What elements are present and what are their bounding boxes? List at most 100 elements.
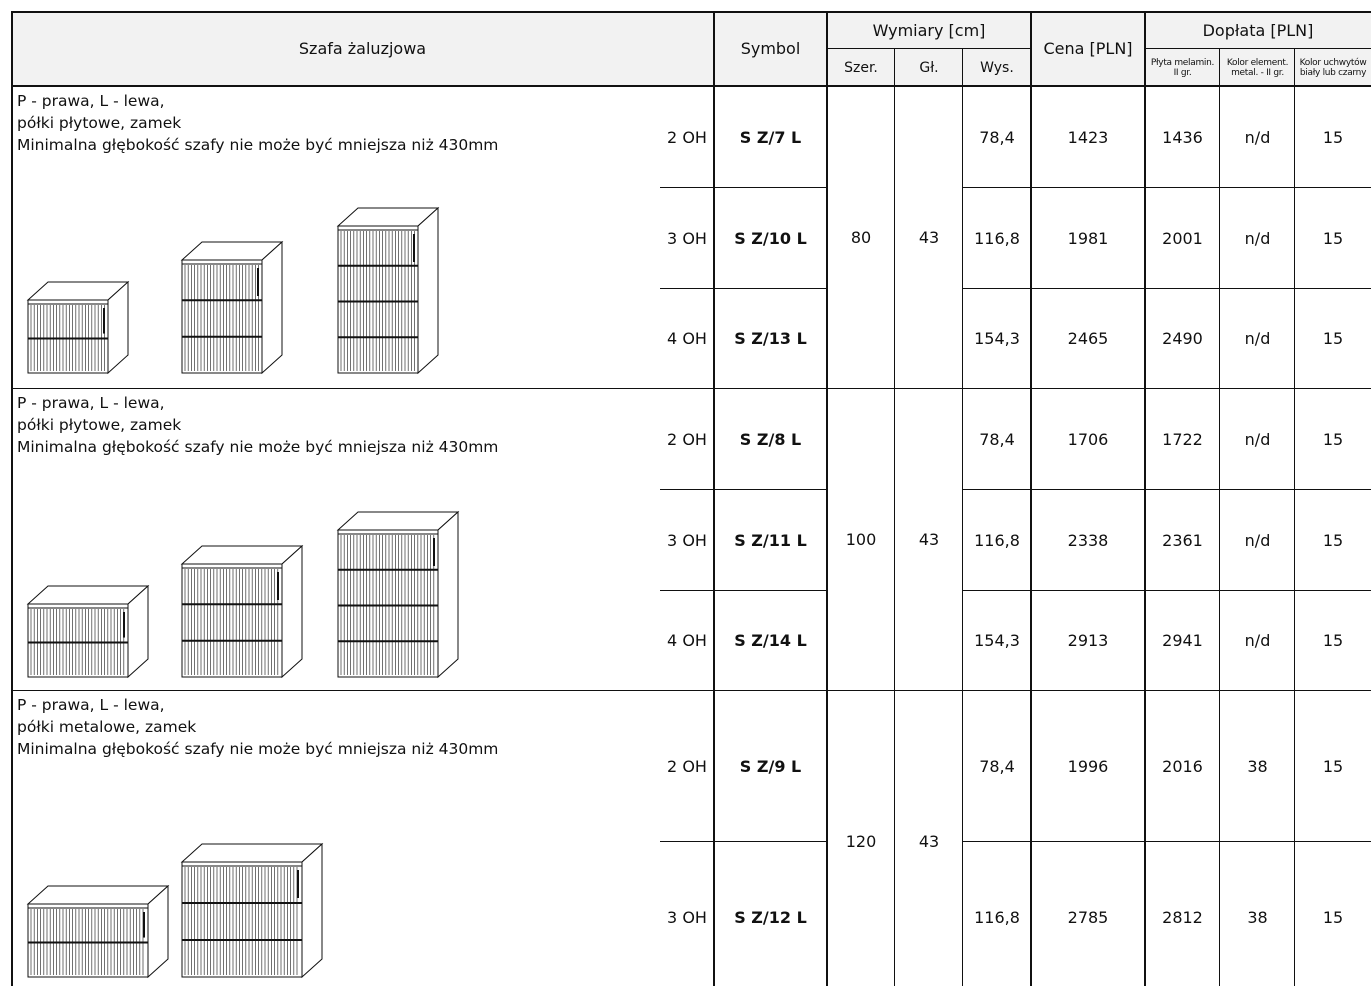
column-header-szer: Szer. [844, 59, 878, 76]
symbol-cell: S Z/11 L [734, 530, 807, 550]
kolor-uchwytow-cell: 15 [1322, 530, 1344, 550]
grid-line [660, 187, 827, 188]
wys-cell: 78,4 [979, 756, 1015, 776]
column-header-kolor-element: Kolor element. metal. - II gr. [1220, 49, 1295, 86]
kolor-uchwytow-cell: 15 [1322, 630, 1344, 650]
wys-cell: 116,8 [974, 530, 1020, 550]
oh-cell: 2 OH [667, 429, 707, 449]
grid-line [963, 288, 1371, 289]
gl-cell: 43 [918, 530, 940, 549]
kolor-element-cell: n/d [1244, 429, 1271, 449]
grid-line [660, 489, 827, 490]
group-2-description: P - prawa, L - lewa, półki płytowe, zame… [17, 394, 499, 456]
plyta-line2: II gr. [1173, 67, 1192, 78]
cena-cell: 1981 [1067, 228, 1109, 248]
kolor-uchwytow-cell: 15 [1322, 429, 1344, 449]
kolor-uchwytow-line2: biały lub czarny [1299, 67, 1367, 78]
grid-line [963, 590, 1371, 591]
cabinet-icon [26, 584, 150, 679]
cabinet-icon [180, 544, 304, 679]
cena-cell: 2913 [1067, 630, 1109, 650]
column-header-cena: Cena [PLN] [1043, 39, 1133, 58]
plyta-cell: 2941 [1162, 630, 1203, 650]
group-3-description: P - prawa, L - lewa, półki metalowe, zam… [17, 696, 499, 758]
cena-cell: 2338 [1067, 530, 1109, 550]
grid-line [11, 690, 1371, 691]
cena-cell: 1996 [1067, 756, 1109, 776]
grid-line [894, 48, 895, 986]
symbol-cell: S Z/12 L [734, 907, 807, 927]
grid-line [1294, 48, 1295, 986]
kolor-element-cell: n/d [1244, 530, 1271, 550]
column-header-doplata: Dopłata [PLN] [1202, 20, 1314, 40]
gl-cell: 43 [918, 228, 940, 247]
cabinet-icon [180, 842, 324, 979]
gl-cell: 43 [918, 832, 940, 851]
column-header-wys: Wys. [980, 59, 1014, 76]
wys-cell: 78,4 [979, 127, 1015, 147]
wys-cell: 78,4 [979, 429, 1015, 449]
grid-line [827, 48, 1031, 49]
cabinet-icon [26, 280, 130, 375]
grid-line [11, 388, 1371, 389]
cabinet-icon [180, 240, 284, 375]
kolor-element-line2: metal. - II gr. [1231, 67, 1284, 78]
oh-cell: 4 OH [667, 328, 707, 348]
kolor-uchwytow-cell: 15 [1322, 228, 1344, 248]
kolor-uchwytow-cell: 15 [1322, 127, 1344, 147]
kolor-uchwytow-cell: 15 [1322, 907, 1344, 927]
column-header-gl: Gł. [919, 59, 939, 76]
symbol-cell: S Z/8 L [739, 429, 802, 449]
cabinet-icon [336, 206, 440, 375]
grid-line [962, 48, 963, 986]
column-header-title: Szafa żaluzjowa [298, 39, 427, 58]
oh-cell: 3 OH [667, 907, 707, 927]
grid-line [11, 11, 13, 986]
plyta-cell: 2812 [1162, 907, 1203, 927]
kolor-element-cell: 38 [1247, 756, 1268, 776]
oh-cell: 3 OH [667, 530, 707, 550]
kolor-uchwytow-cell: 15 [1322, 328, 1344, 348]
cena-cell: 2785 [1067, 907, 1109, 927]
szer-cell: 120 [845, 832, 877, 851]
oh-cell: 2 OH [667, 127, 707, 147]
kolor-element-cell: n/d [1244, 127, 1271, 147]
wys-cell: 116,8 [974, 907, 1020, 927]
cabinet-icon [26, 884, 170, 979]
symbol-cell: S Z/13 L [734, 328, 807, 348]
cena-cell: 2465 [1067, 328, 1109, 348]
symbol-cell: S Z/14 L [734, 630, 807, 650]
oh-cell: 2 OH [667, 756, 707, 776]
plyta-cell: 2001 [1162, 228, 1203, 248]
column-header-kolor-uchwytow: Kolor uchwytów biały lub czarny [1295, 49, 1371, 86]
grid-line [1145, 48, 1371, 49]
szer-cell: 80 [850, 228, 872, 247]
plyta-cell: 1722 [1162, 429, 1203, 449]
wys-cell: 116,8 [974, 228, 1020, 248]
grid-line [713, 11, 715, 986]
plyta-cell: 1436 [1162, 127, 1203, 147]
cena-cell: 1423 [1067, 127, 1109, 147]
grid-line [660, 288, 827, 289]
oh-cell: 4 OH [667, 630, 707, 650]
grid-line [660, 590, 827, 591]
wys-cell: 154,3 [974, 630, 1020, 650]
kolor-uchwytow-cell: 15 [1322, 756, 1344, 776]
column-header-symbol: Symbol [740, 39, 801, 58]
plyta-cell: 2361 [1162, 530, 1203, 550]
grid-line [963, 489, 1371, 490]
grid-line [963, 187, 1371, 188]
symbol-cell: S Z/9 L [739, 756, 802, 776]
kolor-element-cell: n/d [1244, 228, 1271, 248]
kolor-element-cell: 38 [1247, 907, 1268, 927]
kolor-element-cell: n/d [1244, 630, 1271, 650]
wys-cell: 154,3 [974, 328, 1020, 348]
oh-cell: 3 OH [667, 228, 707, 248]
kolor-element-line1: Kolor element. [1226, 57, 1289, 68]
grid-line [963, 841, 1371, 842]
grid-line [11, 85, 1371, 87]
column-header-wymiary: Wymiary [cm] [872, 20, 986, 40]
kolor-uchwytow-line1: Kolor uchwytów [1299, 57, 1367, 68]
grid-line [1219, 48, 1220, 986]
szer-cell: 100 [845, 530, 877, 549]
